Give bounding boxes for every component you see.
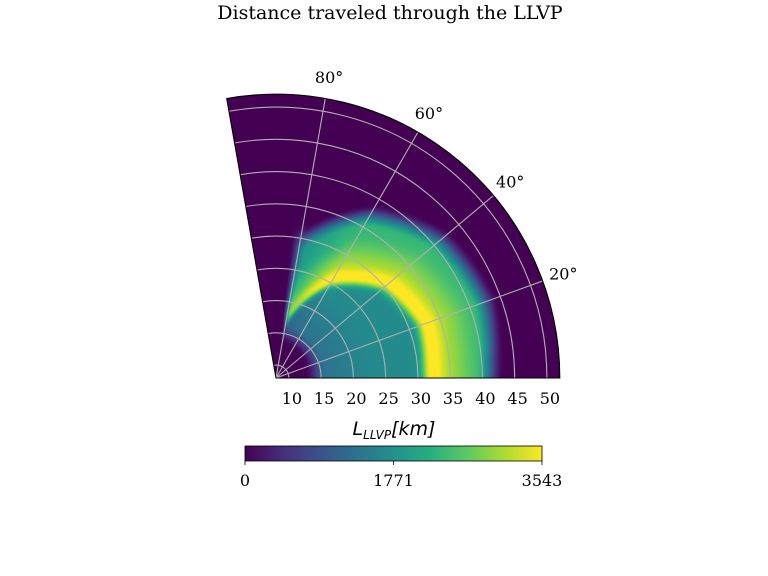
sector-outline bbox=[226, 93, 561, 379]
theta-tick-label: 40° bbox=[496, 173, 524, 192]
r-tick-label: 50 bbox=[540, 389, 560, 408]
r-tick-label: 35 bbox=[443, 389, 463, 408]
r-gridline bbox=[251, 235, 419, 379]
r-gridline bbox=[245, 203, 451, 379]
theta-gridline bbox=[275, 195, 494, 379]
colorbar-gradient bbox=[244, 445, 543, 462]
r-gridline bbox=[228, 106, 548, 379]
r-tick-label: 45 bbox=[507, 389, 527, 408]
colorbar-tick-label: 3543 bbox=[522, 471, 563, 490]
r-gridline bbox=[240, 171, 483, 379]
theta-gridline bbox=[275, 280, 543, 379]
r-tick-label: 20 bbox=[346, 389, 366, 408]
r-tick-label: 15 bbox=[314, 389, 334, 408]
r-tick-label: 40 bbox=[475, 389, 495, 408]
r-gridline bbox=[234, 138, 516, 379]
colorbar-ticks: 0 1771 3543 bbox=[240, 461, 562, 490]
theta-tick-label: 20° bbox=[549, 264, 577, 283]
theta-tick-label: 80° bbox=[315, 68, 343, 87]
r-gridline bbox=[256, 267, 387, 379]
colorbar-tick-label: 1771 bbox=[373, 471, 414, 490]
r-gridline bbox=[262, 300, 354, 379]
colorbar-tick-label: 0 bbox=[240, 471, 250, 490]
theta-tick-label: 60° bbox=[415, 104, 443, 123]
r-gridline bbox=[273, 364, 290, 379]
colorbar: LLLVP[km] 0 1771 3543 bbox=[240, 418, 562, 490]
r-tick-label: 25 bbox=[378, 389, 398, 408]
theta-gridline bbox=[275, 98, 326, 379]
theta-tick-labels: 20° 40° 60° 80° bbox=[315, 68, 578, 283]
r-tick-label: 30 bbox=[411, 389, 431, 408]
r-tick-labels: 10 15 20 25 30 35 40 45 50 bbox=[282, 389, 560, 408]
colorbar-label: LLLVP[km] bbox=[353, 418, 436, 442]
r-tick-label: 10 bbox=[282, 389, 302, 408]
polar-grid bbox=[228, 98, 548, 379]
theta-gridline bbox=[275, 131, 419, 379]
plot-area bbox=[226, 93, 561, 379]
r-gridline bbox=[268, 332, 322, 379]
chart-title: Distance traveled through the LLVP bbox=[217, 2, 563, 24]
